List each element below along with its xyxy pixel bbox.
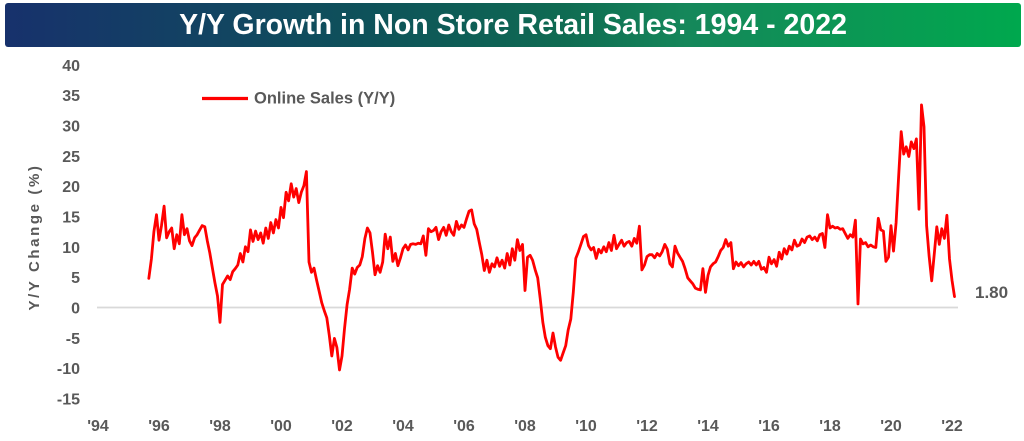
svg-text:'02: '02 [331,418,353,435]
svg-text:'00: '00 [270,418,292,435]
svg-text:'96: '96 [148,418,170,435]
svg-text:'22: '22 [941,418,963,435]
svg-text:-15: -15 [57,392,80,409]
svg-text:40: 40 [62,58,80,75]
svg-text:35: 35 [62,88,80,105]
svg-text:'14: '14 [697,418,719,435]
svg-text:'18: '18 [819,418,841,435]
svg-text:20: 20 [62,179,80,196]
svg-text:'06: '06 [453,418,475,435]
svg-text:15: 15 [62,210,80,227]
svg-text:25: 25 [62,149,80,166]
svg-text:Online Sales (Y/Y): Online Sales (Y/Y) [254,90,395,108]
svg-text:-10: -10 [57,361,80,378]
svg-text:Y/Y Change (%): Y/Y Change (%) [26,164,43,311]
svg-text:5: 5 [71,270,80,287]
svg-text:'16: '16 [758,418,780,435]
svg-text:-5: -5 [66,331,80,348]
svg-text:'04: '04 [392,418,414,435]
svg-text:30: 30 [62,119,80,136]
svg-text:'12: '12 [636,418,658,435]
svg-text:'08: '08 [514,418,536,435]
svg-text:10: 10 [62,240,80,257]
svg-text:'98: '98 [209,418,231,435]
svg-text:0: 0 [71,301,80,318]
svg-text:'20: '20 [880,418,902,435]
svg-text:'94: '94 [87,418,109,435]
svg-text:1.80: 1.80 [975,283,1008,302]
svg-text:'10: '10 [575,418,597,435]
